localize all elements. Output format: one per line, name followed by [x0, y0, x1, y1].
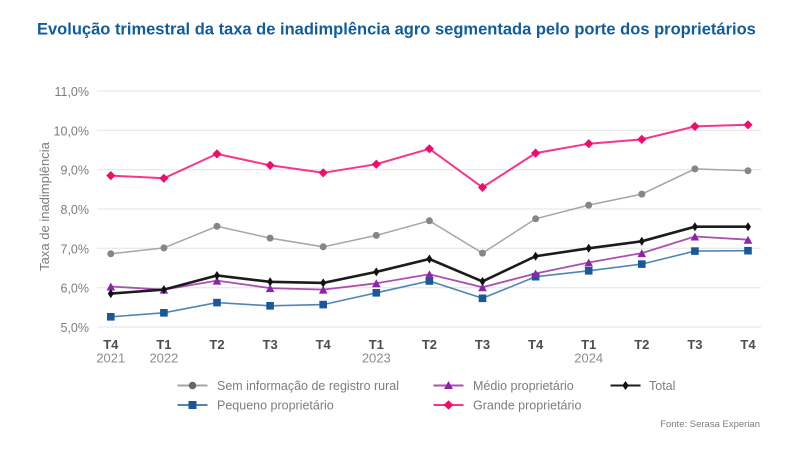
svg-text:T1: T1: [581, 337, 596, 352]
svg-text:2021: 2021: [96, 351, 125, 366]
svg-text:T3: T3: [263, 337, 278, 352]
svg-text:11,0%: 11,0%: [54, 85, 89, 99]
svg-text:Pequeno proprietário: Pequeno proprietário: [217, 398, 334, 412]
svg-text:T4: T4: [740, 337, 756, 352]
svg-text:T1: T1: [369, 337, 384, 352]
svg-text:Fonte: Serasa Experian: Fonte: Serasa Experian: [660, 419, 760, 430]
svg-text:2023: 2023: [362, 351, 391, 366]
svg-text:Grande proprietário: Grande proprietário: [473, 398, 581, 412]
svg-text:Evolução trimestral da taxa de: Evolução trimestral da taxa de inadimplê…: [37, 21, 756, 39]
svg-text:8,0%: 8,0%: [61, 203, 90, 217]
svg-text:2024: 2024: [574, 351, 603, 366]
svg-text:5,0%: 5,0%: [61, 321, 90, 335]
svg-text:Médio proprietário: Médio proprietário: [473, 379, 574, 393]
svg-text:T2: T2: [422, 337, 437, 352]
svg-text:Taxa de inadimplência: Taxa de inadimplência: [37, 141, 52, 270]
svg-text:9,0%: 9,0%: [61, 164, 90, 178]
svg-text:T4: T4: [528, 337, 544, 352]
svg-text:10,0%: 10,0%: [54, 124, 89, 138]
svg-text:T4: T4: [103, 337, 119, 352]
svg-text:T3: T3: [687, 337, 702, 352]
svg-text:2022: 2022: [149, 351, 178, 366]
svg-text:T1: T1: [156, 337, 171, 352]
svg-text:6,0%: 6,0%: [61, 282, 90, 296]
svg-text:Sem informação de registro rur: Sem informação de registro rural: [217, 379, 399, 393]
svg-text:T2: T2: [209, 337, 224, 352]
svg-text:7,0%: 7,0%: [61, 242, 90, 256]
svg-text:Total: Total: [649, 379, 675, 393]
svg-text:T2: T2: [634, 337, 649, 352]
svg-text:T3: T3: [475, 337, 490, 352]
svg-text:T4: T4: [316, 337, 332, 352]
